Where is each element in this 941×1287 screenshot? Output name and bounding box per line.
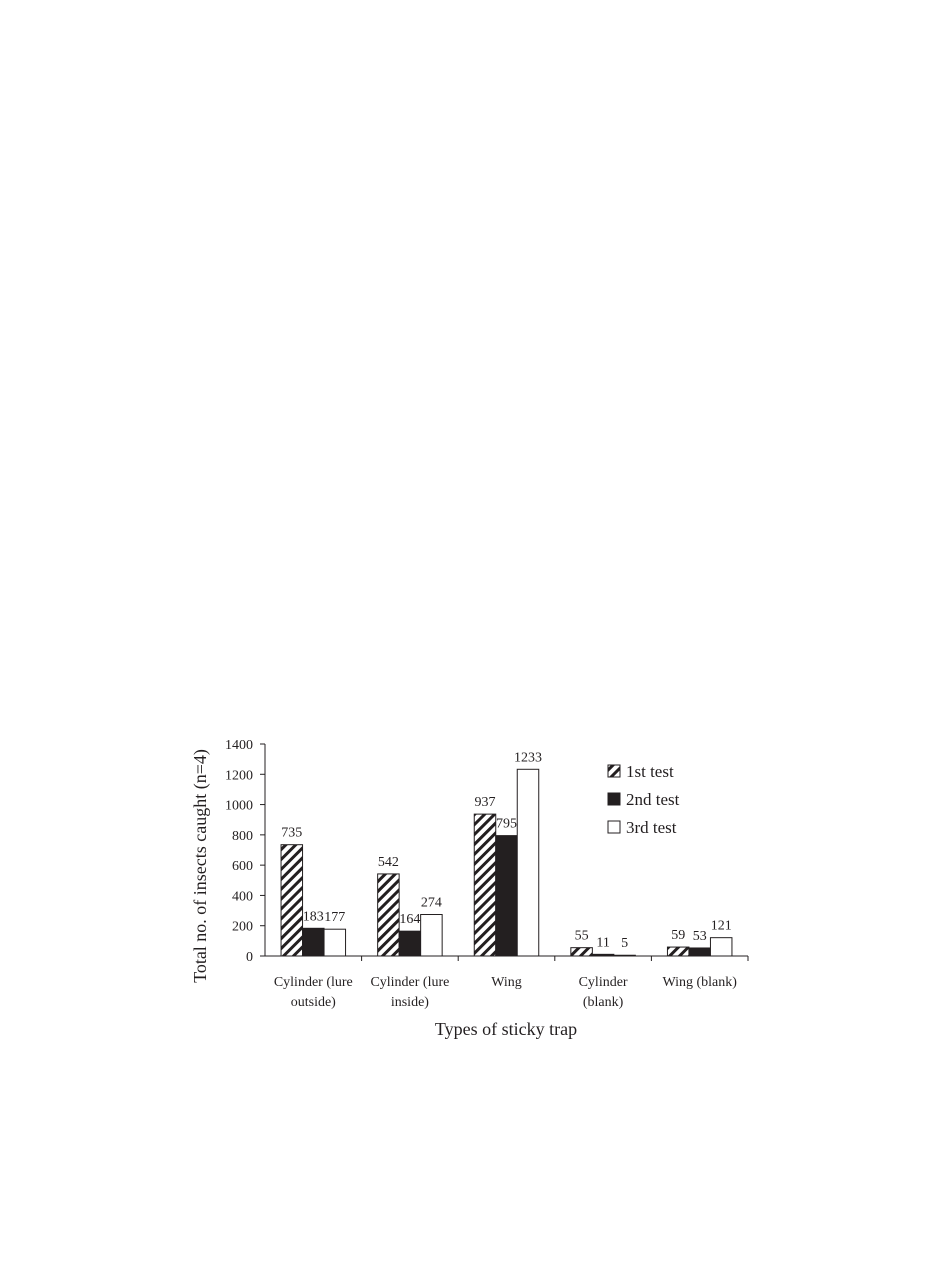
y-axis-title: Total no. of insects caught (n=4) xyxy=(190,749,211,983)
bar xyxy=(688,947,711,957)
x-tick-label: Wing (blank) xyxy=(662,975,737,990)
x-tick-label-line: Wing xyxy=(491,975,522,990)
bar xyxy=(377,873,400,957)
x-tick-label-line: Cylinder (lure xyxy=(274,975,353,990)
y-tick-label: 1400 xyxy=(225,738,253,753)
bar xyxy=(613,954,636,957)
value-label: 274 xyxy=(421,896,442,911)
x-axis-title: Types of sticky trap xyxy=(435,1019,577,1039)
bar xyxy=(473,813,497,957)
bar xyxy=(570,947,593,957)
bar xyxy=(666,946,690,957)
value-label: 55 xyxy=(575,929,589,944)
legend-swatch xyxy=(607,764,621,778)
y-tick-label: 400 xyxy=(232,889,253,904)
legend-label: 2nd test xyxy=(626,790,680,809)
x-tick-label-line: inside) xyxy=(391,995,429,1010)
bar xyxy=(420,914,443,957)
x-tick-label: Cylinder (lure inside) xyxy=(370,975,449,1010)
value-label: 177 xyxy=(324,910,345,925)
y-tick-label: 1200 xyxy=(225,768,253,783)
bar xyxy=(495,835,518,957)
x-tick-label: Wing xyxy=(491,975,522,990)
x-tick-label-line: (blank) xyxy=(583,995,624,1010)
value-label: 1233 xyxy=(514,750,542,765)
y-tick-label: 800 xyxy=(232,829,253,844)
value-label: 5 xyxy=(621,936,628,951)
bar xyxy=(709,937,733,957)
value-label: 59 xyxy=(671,928,685,943)
legend-swatch xyxy=(607,792,621,806)
bar xyxy=(302,927,325,957)
value-label: 11 xyxy=(596,935,609,950)
legend-label: 3rd test xyxy=(626,818,677,837)
x-tick-label-line: Wing (blank) xyxy=(662,975,737,990)
legend-label: 1st test xyxy=(626,762,674,781)
y-tick-label: 1000 xyxy=(225,799,253,814)
value-label: 735 xyxy=(281,826,302,841)
y-tick-label: 200 xyxy=(232,920,253,935)
value-label: 121 xyxy=(711,919,732,934)
bar xyxy=(516,768,540,957)
x-tick-label-line: outside) xyxy=(291,995,336,1010)
x-tick-label: Cylinder (blank) xyxy=(579,975,628,1010)
legend-swatch xyxy=(607,820,621,834)
value-label: 164 xyxy=(399,912,420,927)
value-label: 53 xyxy=(693,929,707,944)
value-label: 542 xyxy=(378,855,399,870)
value-label: 183 xyxy=(303,909,324,924)
bar xyxy=(280,844,304,957)
value-label: 795 xyxy=(496,817,517,832)
y-tick-label: 0 xyxy=(246,950,253,965)
bar xyxy=(398,930,422,957)
x-tick-label: Cylinder (lure outside) xyxy=(274,975,353,1010)
x-tick-label-line: Cylinder xyxy=(579,975,628,990)
x-tick-label-line: Cylinder (lure xyxy=(370,975,449,990)
y-tick-label: 600 xyxy=(232,859,253,874)
bar xyxy=(591,953,615,957)
bar xyxy=(323,928,347,957)
value-label: 937 xyxy=(475,795,496,810)
